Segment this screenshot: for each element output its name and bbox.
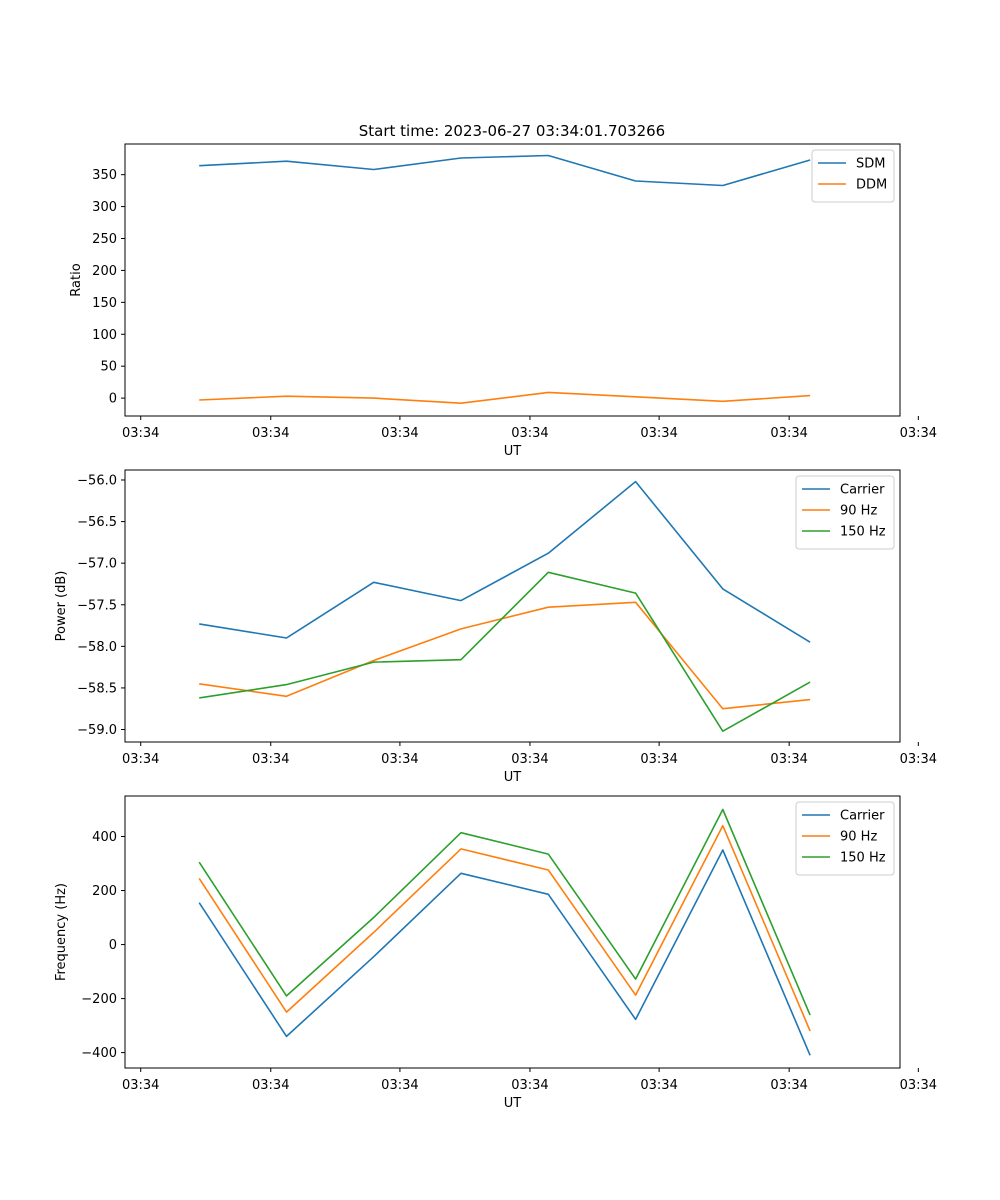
x-tick-label: 03:34 (640, 426, 677, 441)
x-tick-label: 03:34 (252, 1078, 289, 1093)
chart-panels: 03:3403:3403:3403:3403:3403:3403:3403:35… (54, 143, 937, 1111)
legend-label: DDM (856, 178, 887, 193)
legend: SDM DDM (811, 149, 895, 203)
y-tick-label: 300 (92, 200, 117, 215)
x-tick-label: 03:34 (511, 752, 548, 767)
y-tick-label: 400 (92, 830, 117, 845)
x-tick-label: 03:34 (122, 752, 159, 767)
y-tick-label: 0 (109, 938, 117, 953)
x-tick-label: 03:34 (770, 1078, 807, 1093)
y-tick-label: −57.0 (77, 557, 117, 572)
series-line-sdm (199, 154, 811, 187)
x-tick-label: 03:34 (252, 426, 289, 441)
series-line-carrier (199, 480, 811, 643)
y-tick-label: 150 (92, 296, 117, 311)
series-line-150-hz (199, 571, 811, 733)
x-tick-label: 03:34 (381, 752, 418, 767)
x-axis-label: UT (504, 444, 522, 459)
x-tick-label: 03:34 (770, 426, 807, 441)
figure-title: Start time: 2023-06-27 03:34:01.703266 (359, 122, 665, 140)
y-tick-label: −57.5 (77, 598, 117, 613)
y-axis-label: Frequency (Hz) (54, 883, 69, 981)
y-tick-label: 50 (100, 360, 117, 375)
y-axis-label: Power (dB) (54, 571, 69, 642)
y-tick-label: −58.5 (77, 681, 117, 696)
legend: Carrier 90 Hz 150 Hz (795, 475, 895, 550)
x-tick-label: 03:34 (381, 1078, 418, 1093)
y-tick-label: 200 (92, 884, 117, 899)
legend-label: SDM (856, 157, 885, 172)
axes-frame (124, 469, 901, 743)
chart-panel-2: 03:3403:3403:3403:3403:3403:3403:3403:35… (54, 469, 937, 785)
y-tick-label: 350 (92, 168, 117, 183)
x-axis-label: UT (504, 1096, 522, 1111)
x-tick-label: 03:34 (511, 1078, 548, 1093)
y-tick-label: −56.5 (77, 515, 117, 530)
legend-label: 150 Hz (840, 525, 886, 540)
series-line-carrier (198, 849, 811, 1056)
legend: Carrier 90 Hz 150 Hz (795, 801, 895, 876)
y-tick-label: 100 (92, 328, 117, 343)
y-tick-label: 0 (109, 392, 117, 407)
x-tick-label: 03:34 (511, 426, 548, 441)
x-tick-label: 03:34 (900, 1078, 937, 1093)
x-tick-label: 03:34 (900, 426, 937, 441)
x-tick-label: 03:34 (900, 752, 937, 767)
series-line-90-hz (198, 824, 811, 1032)
y-axis-label: Ratio (69, 263, 84, 296)
legend-label: 90 Hz (840, 830, 877, 845)
x-tick-label: 03:34 (640, 752, 677, 767)
x-axis-label: UT (504, 770, 522, 785)
y-tick-label: −58.0 (77, 640, 117, 655)
axes-frame (124, 795, 901, 1069)
chart-panel-3: 03:3403:3403:3403:3403:3403:3403:3403:35… (54, 795, 937, 1111)
y-tick-label: −56.0 (77, 473, 117, 488)
series-line-150-hz (198, 808, 811, 1016)
y-tick-label: −59.0 (77, 723, 117, 738)
x-tick-label: 03:34 (381, 426, 418, 441)
legend-label: 150 Hz (840, 851, 886, 866)
series-line-ddm (199, 391, 811, 405)
y-tick-label: 250 (92, 232, 117, 247)
legend-label: 90 Hz (840, 504, 877, 519)
x-tick-label: 03:34 (122, 1078, 159, 1093)
x-tick-label: 03:34 (122, 426, 159, 441)
y-tick-label: −400 (81, 1046, 117, 1061)
chart-panel-1: 03:3403:3403:3403:3403:3403:3403:3403:35… (69, 143, 937, 459)
y-tick-label: 200 (92, 264, 117, 279)
x-tick-label: 03:34 (770, 752, 807, 767)
x-tick-label: 03:34 (640, 1078, 677, 1093)
y-tick-label: −200 (81, 992, 117, 1007)
x-tick-label: 03:34 (252, 752, 289, 767)
legend-label: Carrier (840, 483, 885, 498)
axes-frame (124, 143, 901, 417)
series-line-90-hz (199, 601, 811, 710)
legend-label: Carrier (840, 809, 885, 824)
